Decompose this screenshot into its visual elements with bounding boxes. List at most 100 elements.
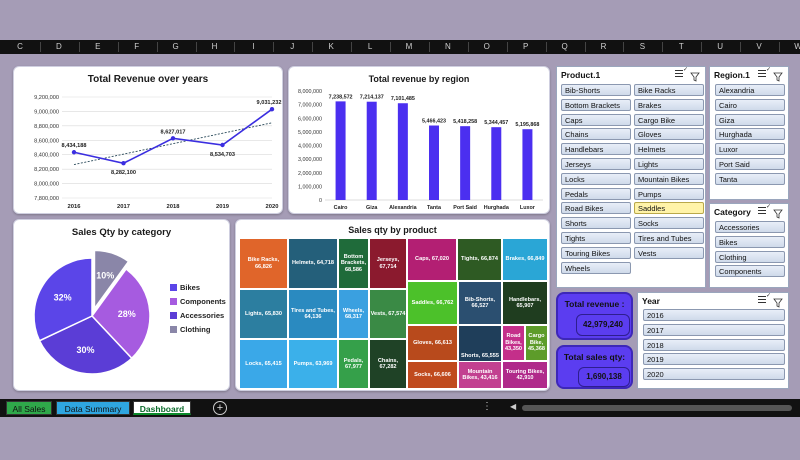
column-header-L[interactable]: L [367, 42, 373, 51]
slicer-item[interactable]: 2016 [643, 309, 785, 321]
column-header-H[interactable]: H [211, 42, 218, 51]
slicer-item[interactable]: Jerseys [561, 158, 631, 170]
tab-dashboard[interactable]: Dashboard [133, 401, 191, 415]
slicer-item[interactable]: Hurghada [715, 128, 785, 141]
slicer-item[interactable]: 2020 [643, 368, 785, 381]
scroll-left-icon[interactable]: ◀ [510, 402, 517, 411]
column-header-G[interactable]: G [172, 42, 179, 51]
slicer-item[interactable]: Road Bikes [561, 202, 631, 215]
slicer-item[interactable]: Chains [561, 128, 631, 141]
region-slicer[interactable]: Region.1 Alexandria Cairo Giza Hurghada Luxo… [709, 66, 789, 200]
multi-select-icon[interactable] [675, 66, 688, 79]
tab-data-summary[interactable]: Data Summary [56, 401, 130, 415]
slicer-item[interactable]: Luxor [715, 143, 785, 156]
slicer-item[interactable]: Cargo Bike [634, 113, 704, 126]
column-header-C[interactable]: C [17, 42, 23, 51]
slicer-item[interactable]: Saddles [634, 202, 704, 215]
year-slicer[interactable]: Year 2016 2017 2018 2019 2020 [637, 292, 789, 389]
multi-select-icon[interactable] [758, 66, 771, 79]
treemap-tile: Pedals, 67,977 [338, 339, 369, 389]
slicer-item[interactable]: 2019 [643, 353, 785, 366]
slicer-item[interactable]: 2017 [643, 323, 785, 336]
more-sheets-icon[interactable]: ⋮ [482, 401, 492, 412]
tab-all-sales[interactable]: All Sales [6, 401, 52, 415]
column-header-O[interactable]: O [483, 42, 490, 51]
total-revenue-kpi: Total revenue : 42,979,240 [556, 292, 633, 340]
slicer-item[interactable]: Locks [561, 172, 631, 185]
qty-by-category-card[interactable]: Sales Qty by category 10% 28% 30% 32% Bikes C… [13, 219, 230, 391]
slicer-item[interactable]: Mountain Bikes [634, 172, 704, 185]
slicer-item[interactable]: 2018 [643, 338, 785, 351]
clear-filter-icon[interactable] [690, 69, 701, 82]
column-header-J[interactable]: J [290, 42, 295, 51]
column-header-E[interactable]: E [95, 42, 101, 51]
column-header-V[interactable]: V [756, 42, 762, 51]
column-header-N[interactable]: N [445, 42, 451, 51]
legend-label: Clothing [180, 325, 211, 334]
revenue-by-region-title: Total revenue by region [368, 74, 470, 84]
horizontal-scrollbar[interactable] [522, 405, 792, 411]
column-header-T[interactable]: T [678, 42, 684, 51]
column-header-U[interactable]: U [717, 42, 724, 51]
slicer-item[interactable]: Components [715, 265, 785, 278]
slicer-item[interactable]: Giza [715, 113, 785, 126]
slicer-item[interactable]: Bib-Shorts [561, 84, 631, 96]
revenue-over-years-card[interactable]: Total Revenue over years 9,200,000 9,000,… [13, 66, 283, 214]
column-separator [584, 42, 586, 52]
multi-select-icon[interactable] [758, 203, 771, 216]
qty-by-product-card[interactable]: Sales qty by product Bike Racks, 66,826 H… [235, 219, 550, 391]
slicer-item[interactable]: Brakes [634, 98, 704, 111]
slicer-item[interactable]: Handlebars [561, 143, 631, 156]
slicer-item[interactable]: Bikes [715, 235, 785, 248]
column-header-D[interactable]: D [56, 42, 62, 51]
column-header-I[interactable]: I [252, 42, 255, 51]
slicer-item[interactable]: Wheels [561, 261, 631, 274]
slicer-item[interactable]: Socks [634, 217, 704, 230]
trendline [73, 122, 273, 165]
slicer-item[interactable]: Helmets [634, 143, 704, 156]
slicer-item[interactable]: Bottom Brackets [561, 98, 631, 111]
slicer-item[interactable]: Lights [634, 158, 704, 170]
category-slicer[interactable]: Category Accessories Bikes Clothing Compone… [709, 203, 789, 288]
clear-filter-icon[interactable] [773, 295, 784, 308]
clear-filter-icon[interactable] [773, 206, 784, 219]
slicer-item[interactable]: Cairo [715, 98, 785, 111]
slicer-item[interactable]: Vests [634, 246, 704, 259]
treemap-tile-label: Caps, 67,020 [415, 256, 449, 263]
column-header-S[interactable]: S [639, 42, 646, 51]
slicer-item[interactable]: Bike Racks [634, 84, 704, 96]
column-header-Q[interactable]: Q [561, 42, 568, 51]
bar-value-label: 7,238,572 [329, 94, 353, 100]
column-header-F[interactable]: F [134, 42, 140, 51]
column-header-R[interactable]: R [600, 42, 607, 51]
slicer-item[interactable]: Alexandria [715, 84, 785, 96]
column-separator [156, 42, 158, 52]
slicer-item[interactable]: Accessories [715, 221, 785, 233]
slicer-item[interactable]: Touring Bikes [561, 246, 631, 259]
slicer-item[interactable]: Shorts [561, 217, 631, 230]
column-header-K[interactable]: K [328, 42, 334, 51]
column-header-M[interactable]: M [405, 42, 413, 51]
revenue-by-region-card[interactable]: Total revenue by region 8,000,000 7,000,0… [288, 66, 550, 214]
slicer-item[interactable]: Pedals [561, 187, 631, 200]
slicer-item[interactable]: Clothing [715, 250, 785, 263]
y-tick-label: 8,200,000 [34, 167, 59, 173]
treemap-tile: Saddles, 66,762 [407, 281, 458, 325]
column-header-P[interactable]: P [523, 42, 529, 51]
slicer-item[interactable]: Gloves [634, 128, 704, 141]
column-header-W[interactable]: W [794, 42, 800, 51]
treemap-tile: Brakes, 66,849 [502, 238, 548, 281]
slicer-item[interactable]: Tights [561, 232, 631, 244]
slicer-item[interactable]: Caps [561, 113, 631, 126]
slicer-item[interactable]: Tanta [715, 172, 785, 185]
multi-select-icon[interactable] [758, 292, 771, 305]
slicer-item[interactable]: Port Said [715, 158, 785, 170]
slicer-item[interactable]: Tires and Tubes [634, 232, 704, 244]
treemap-tile-label: Socks, 66,606 [414, 371, 451, 378]
clear-filter-icon[interactable] [773, 69, 784, 82]
slicer-item[interactable]: Pumps [634, 187, 704, 200]
add-sheet-icon[interactable]: + [213, 401, 227, 415]
column-separator [662, 42, 664, 52]
treemap-tile: Chains, 67,282 [369, 339, 407, 389]
